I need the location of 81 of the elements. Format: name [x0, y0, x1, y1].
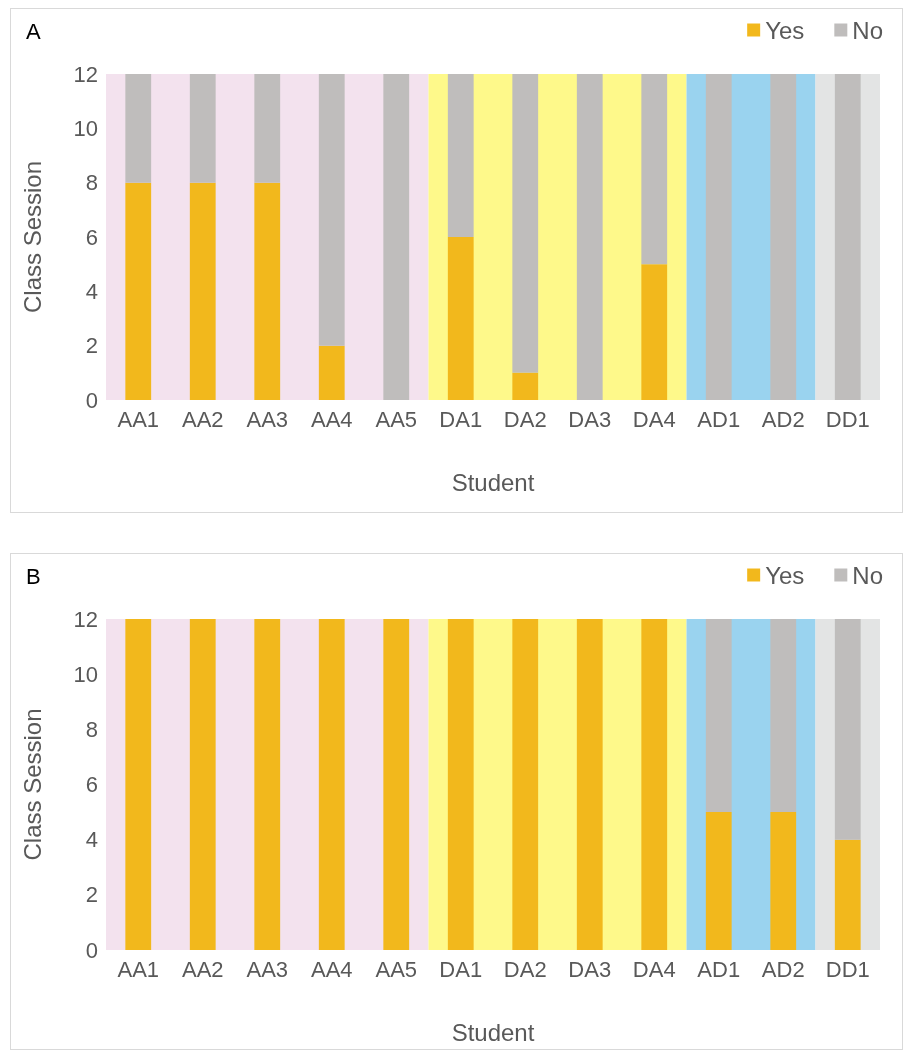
chart-title: A: [26, 18, 41, 44]
bar: [189, 182, 216, 400]
bar: [641, 74, 668, 265]
y-tick-label: 4: [85, 278, 98, 304]
bar: [512, 372, 539, 400]
y-tick-label: 2: [85, 882, 98, 908]
bar: [318, 74, 345, 346]
bar: [125, 619, 152, 950]
chart-title: B: [26, 563, 41, 589]
bar: [770, 812, 797, 950]
y-tick-label: 4: [85, 827, 98, 853]
x-tick-label: DD1: [825, 956, 870, 982]
y-tick-label: 6: [85, 772, 98, 797]
x-tick-label: AD2: [761, 956, 805, 982]
x-tick-label: DD1: [825, 406, 870, 432]
bar: [383, 619, 410, 950]
bar: [770, 74, 797, 400]
bar: [447, 74, 474, 237]
legend-label: No: [852, 561, 884, 589]
x-tick-label: DA3: [568, 956, 612, 982]
y-tick-label: 10: [73, 661, 98, 687]
bar: [254, 182, 281, 400]
bar: [254, 619, 281, 950]
y-axis-title: Class Session: [18, 708, 46, 861]
bar: [125, 74, 152, 183]
x-tick-label: AA5: [375, 956, 418, 982]
x-tick-label: AA3: [246, 956, 289, 982]
bar: [641, 264, 668, 400]
x-tick-label: DA1: [439, 956, 483, 982]
y-tick-label: 12: [73, 606, 98, 632]
legend-label: Yes: [765, 16, 805, 44]
y-tick-label: 10: [73, 115, 98, 141]
x-tick-label: AA5: [375, 406, 418, 432]
bar: [705, 619, 732, 813]
bar: [576, 74, 603, 400]
bar: [834, 619, 861, 840]
x-tick-label: DA4: [632, 956, 676, 982]
y-axis-title: Class Session: [18, 160, 46, 314]
x-tick-label: DA1: [439, 406, 483, 432]
x-tick-label: DA2: [503, 406, 547, 432]
bar: [705, 812, 732, 950]
x-tick-label: DA4: [632, 406, 676, 432]
bar: [447, 619, 474, 950]
x-tick-label: AD1: [697, 406, 741, 432]
bar: [770, 619, 797, 813]
bar: [576, 619, 603, 950]
x-axis-title: Student: [451, 468, 535, 496]
y-tick-label: 0: [85, 387, 98, 413]
y-tick-label: 12: [73, 61, 98, 87]
bar: [383, 74, 410, 400]
bar: [189, 619, 216, 950]
x-tick-label: AA1: [117, 406, 160, 432]
y-tick-label: 0: [85, 937, 98, 963]
y-tick-label: 8: [85, 716, 98, 742]
bar: [834, 839, 861, 950]
bar: [641, 619, 668, 950]
x-tick-label: DA3: [568, 406, 612, 432]
legend-label: No: [852, 16, 884, 44]
x-tick-label: AD1: [697, 956, 741, 982]
y-tick-label: 8: [85, 170, 98, 196]
y-tick-label: 6: [85, 224, 98, 250]
bar: [705, 74, 732, 400]
bar: [512, 74, 539, 373]
bar: [318, 619, 345, 950]
x-tick-label: AA4: [310, 406, 353, 432]
x-axis-title: Student: [451, 1018, 535, 1046]
bar: [189, 74, 216, 183]
x-tick-label: AA2: [181, 406, 224, 432]
x-tick-label: AA1: [117, 956, 160, 982]
x-tick-label: DA2: [503, 956, 547, 982]
legend-label: Yes: [765, 561, 805, 589]
bar: [318, 345, 345, 400]
x-tick-label: AA3: [246, 406, 289, 432]
x-tick-label: AA4: [310, 956, 353, 982]
bar: [125, 182, 152, 400]
y-tick-label: 2: [85, 333, 98, 359]
x-tick-label: AD2: [761, 406, 805, 432]
bar: [447, 237, 474, 400]
x-tick-label: AA2: [181, 956, 224, 982]
bar: [254, 74, 281, 183]
bar: [512, 619, 539, 950]
